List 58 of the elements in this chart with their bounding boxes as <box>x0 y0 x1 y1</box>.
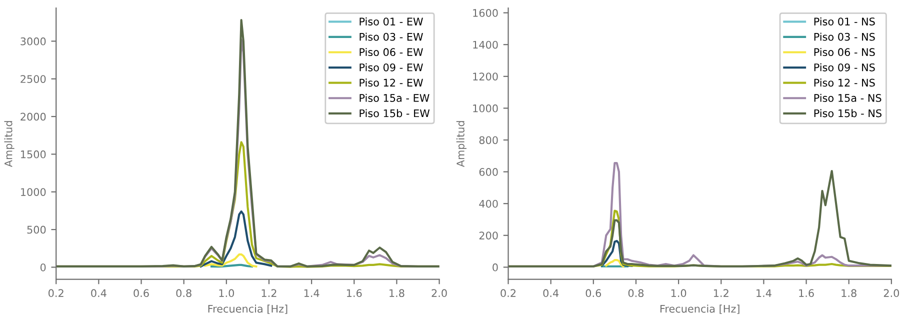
y-axis-title: Amplitud <box>456 121 466 168</box>
y-tick-label: 800 <box>479 136 498 144</box>
legend-label: Piso 09 - EW <box>360 63 423 72</box>
x-tick-label: 0.6 <box>586 289 602 298</box>
legend-label: Piso 12 - NS <box>814 78 875 87</box>
x-tick-label: 0.2 <box>500 289 516 298</box>
legend-label: Piso 15a - EW <box>360 94 430 102</box>
x-tick-label: 0.8 <box>176 289 192 298</box>
y-tick-label: 3000 <box>20 37 46 46</box>
y-tick-label: 200 <box>479 232 498 240</box>
x-tick-label: 0.8 <box>628 289 644 298</box>
legend-label: Piso 06 - EW <box>360 48 423 56</box>
x-tick-label: 1.8 <box>390 289 404 298</box>
y-tick-label: 1400 <box>473 40 498 49</box>
x-tick-label: 0.4 <box>543 289 559 298</box>
y-axis-title: Amplitud <box>4 121 14 168</box>
legend-label: Piso 15b - NS <box>814 109 882 118</box>
line-series <box>605 258 624 268</box>
legend-label: Piso 06 - NS <box>814 48 875 56</box>
x-tick-label: 1.0 <box>671 289 686 298</box>
y-tick-label: 2500 <box>20 75 46 83</box>
x-tick-label: 0.4 <box>91 289 106 298</box>
y-tick-label: 1600 <box>473 9 498 17</box>
x-tick-label: 1.8 <box>842 289 856 298</box>
y-tick-label: 1500 <box>21 150 46 158</box>
legend-label: Piso 03 - EW <box>360 32 423 41</box>
x-axis-title: Frecuencia [Hz] <box>660 304 740 314</box>
legend-label: Piso 09 - NS <box>814 63 875 72</box>
line-series <box>600 240 633 267</box>
x-tick-label: 0.2 <box>48 289 64 298</box>
legend-label: Piso 03 - NS <box>814 32 875 41</box>
x-axis-title: Frecuencia [Hz] <box>208 304 288 314</box>
x-tick-label: 1.2 <box>714 289 728 297</box>
y-tick-label: 400 <box>479 200 498 208</box>
line-series <box>204 253 258 268</box>
y-tick-label: 1200 <box>473 72 498 80</box>
legend-label: Piso 15a - NS <box>814 94 882 102</box>
x-tick-label: 2.0 <box>884 289 900 298</box>
y-tick-label: 2000 <box>20 112 46 121</box>
x-tick-label: 1.6 <box>346 289 362 298</box>
x-tick-label: 2.0 <box>432 289 447 298</box>
y-tick-label: 0 <box>492 263 498 272</box>
line-series <box>200 210 272 268</box>
legend-label: Piso 15b - EW <box>360 109 430 118</box>
x-tick-label: 1.4 <box>304 289 320 297</box>
x-tick-label: 1.2 <box>262 289 276 297</box>
x-tick-label: 1.4 <box>756 289 772 297</box>
y-tick-label: 500 <box>27 226 46 234</box>
x-tick-label: 1.6 <box>799 289 814 298</box>
y-tick-label: 1000 <box>21 188 46 196</box>
legend-label: Piso 12 - EW <box>360 78 423 87</box>
y-tick-label: 600 <box>479 168 498 176</box>
y-tick-label: 0 <box>40 263 46 272</box>
x-tick-label: 1.0 <box>219 289 234 298</box>
legend-label: Piso 01 - NS <box>814 17 875 26</box>
x-tick-label: 0.6 <box>134 289 149 298</box>
y-tick-label: 1000 <box>473 104 498 112</box>
legend-label: Piso 01 - EW <box>360 17 423 26</box>
